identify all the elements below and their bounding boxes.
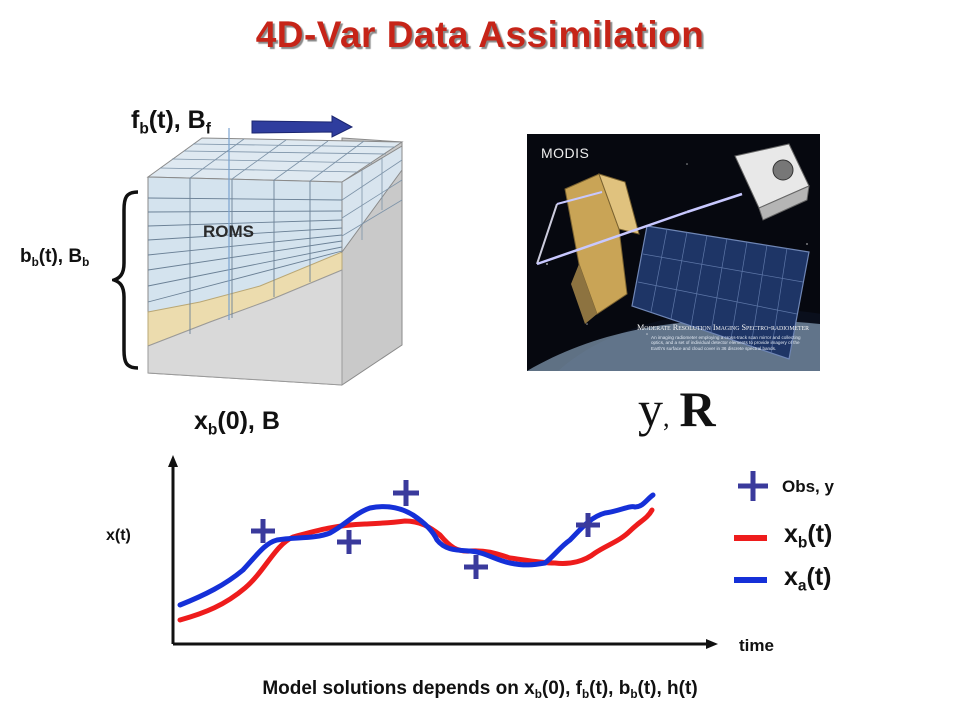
legend-obs-label: Obs, y [782, 477, 834, 496]
analysis-trajectory-line [177, 492, 656, 608]
legend-analysis-label: xa(t) [784, 563, 832, 595]
forcing-label: fb(t), Bf [131, 106, 211, 138]
observation-marker [251, 519, 275, 543]
modis-logo: MODIS [541, 145, 589, 161]
modis-caption-text: An imaging radiometer employing a cross-… [651, 335, 801, 351]
roms-model-box [146, 128, 404, 386]
y-axis-label: x(t) [106, 527, 131, 544]
observation-marker [464, 555, 488, 579]
modis-satellite-image: MODIS Moderate Resolution Imaging Spectr… [527, 134, 820, 371]
observation-markers [251, 480, 600, 579]
boundary-label: bb(t), Bb [20, 246, 90, 270]
page-title: 4D-Var Data Assimilation [255, 14, 705, 55]
observation-label: y, R [638, 381, 716, 437]
roms-label: ROMS [203, 222, 254, 241]
chart-legend-marks [734, 471, 768, 583]
initial-condition-label: xb(0), B [194, 407, 280, 439]
forcing-arrow [251, 115, 354, 138]
trajectory-chart [168, 455, 718, 649]
footer-caption: Model solutions depends on xb(0), fb(t),… [262, 678, 698, 702]
observation-marker [337, 530, 361, 554]
boundary-bracket [112, 190, 139, 370]
observation-marker [393, 480, 419, 506]
observation-marker [576, 513, 600, 537]
background-trajectory-line [177, 507, 655, 623]
modis-caption-title: Moderate Resolution Imaging Spectro-radi… [637, 322, 809, 332]
legend-background-label: xb(t) [784, 520, 833, 552]
legend-obs-marker [738, 471, 768, 501]
x-axis-label: time [739, 636, 774, 655]
